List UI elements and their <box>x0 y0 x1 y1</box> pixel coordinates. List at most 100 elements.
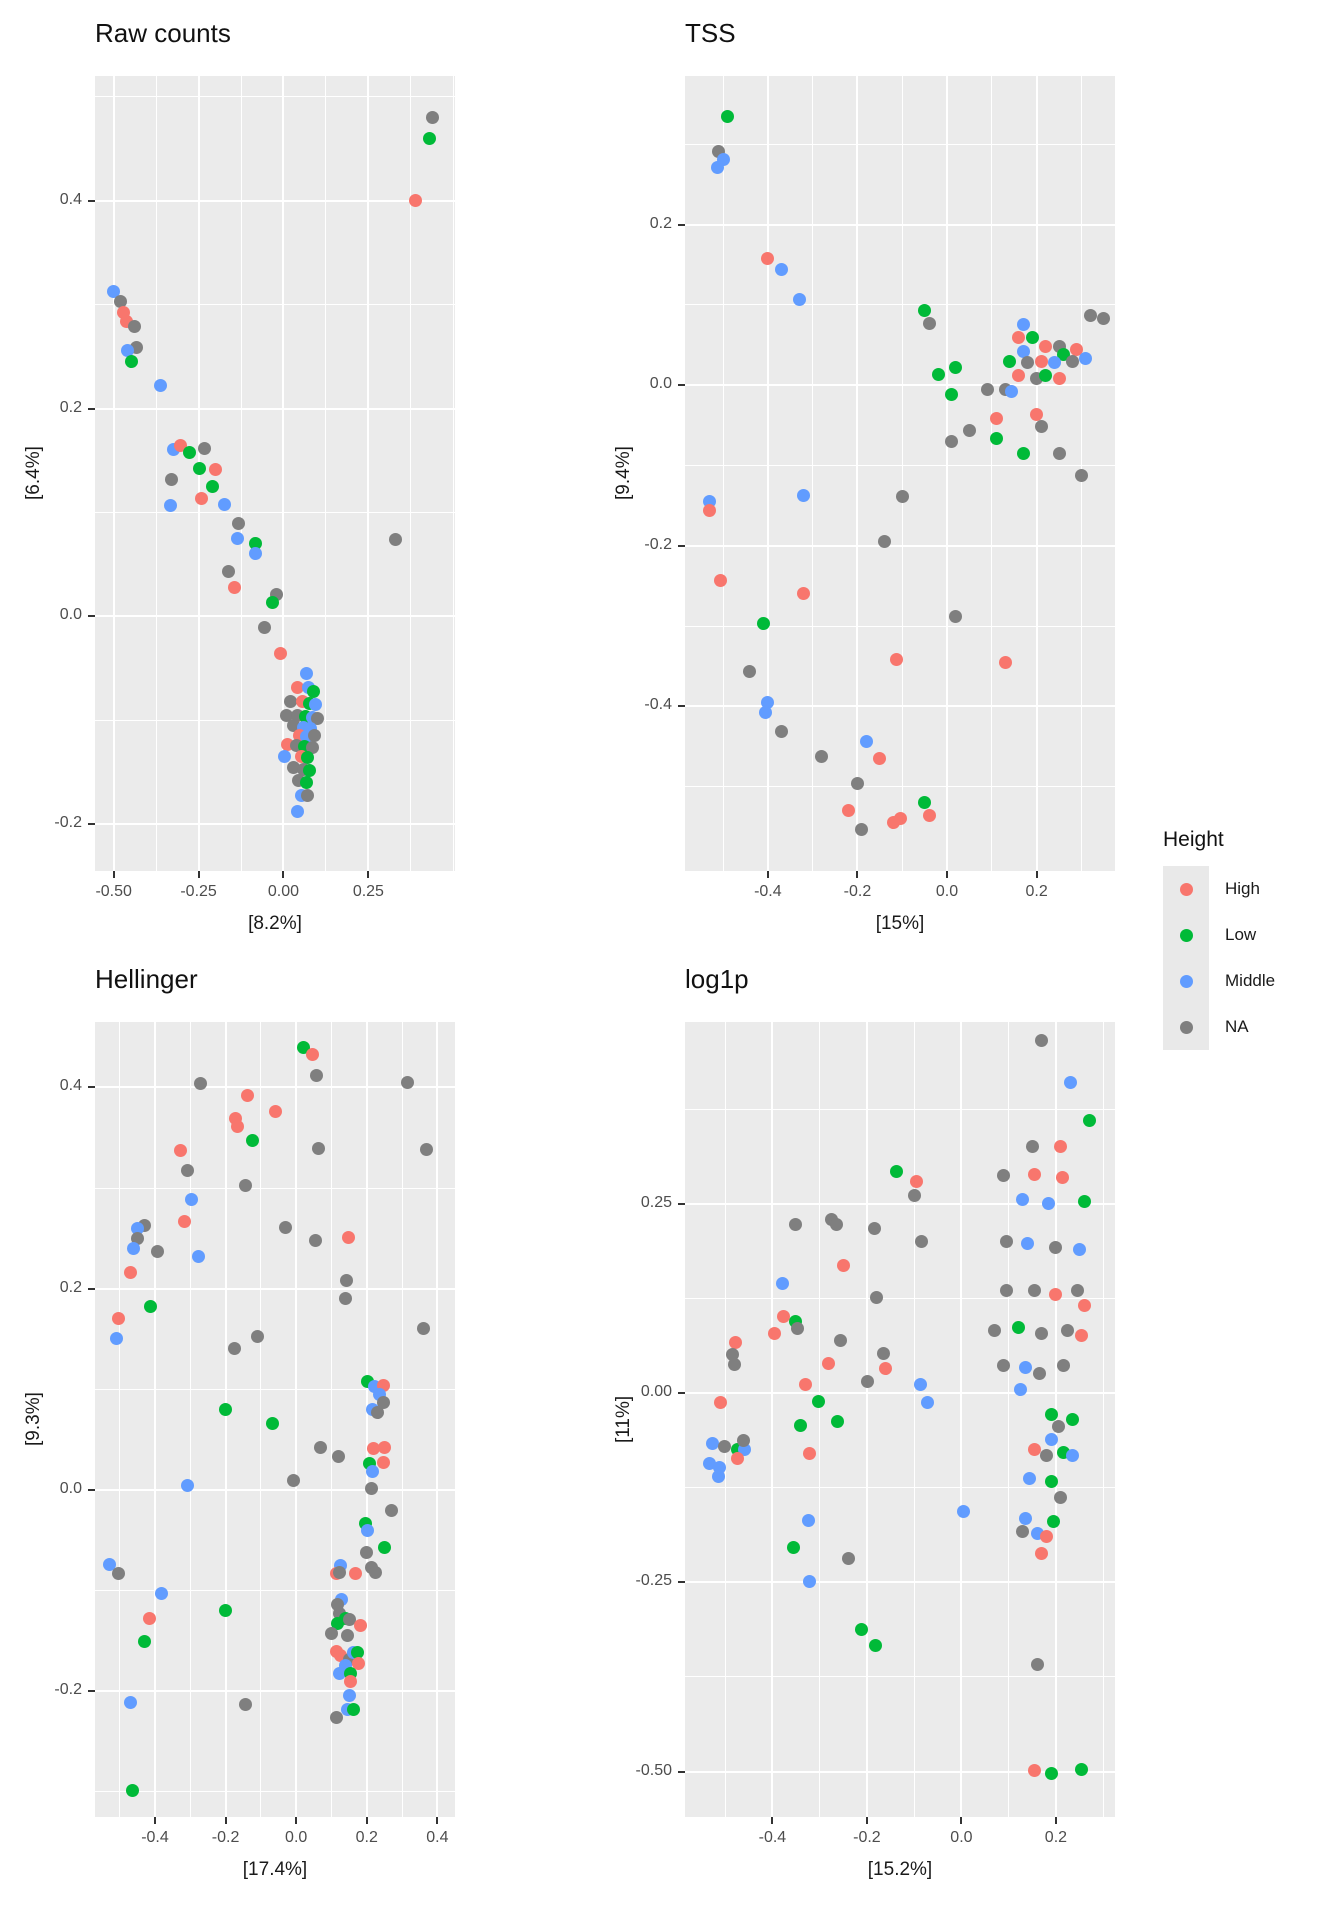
data-point <box>1003 354 1017 368</box>
data-point <box>1054 1140 1068 1154</box>
data-point <box>1025 1140 1039 1154</box>
data-point <box>703 503 717 517</box>
legend-dot-icon <box>1179 1020 1193 1034</box>
data-point <box>426 111 440 125</box>
data-point <box>206 479 220 493</box>
y-major-gridline <box>685 544 1115 547</box>
data-point <box>1039 1449 1053 1463</box>
y-minor-gridline <box>95 1388 455 1390</box>
data-point <box>922 809 936 823</box>
data-point <box>1077 1194 1091 1208</box>
x-tick-label: 0.0 <box>285 1829 308 1846</box>
data-point <box>797 488 811 502</box>
data-point <box>1030 407 1044 421</box>
legend-label: NA <box>1225 1017 1249 1036</box>
data-point <box>300 776 314 790</box>
data-point <box>945 387 958 401</box>
data-point <box>246 1134 260 1148</box>
data-point <box>185 1192 199 1206</box>
data-point <box>768 1327 782 1341</box>
data-point <box>989 431 1003 445</box>
data-point <box>877 1347 891 1361</box>
data-point <box>1012 369 1026 383</box>
x-tick-mark <box>436 1817 439 1824</box>
plot-area-log1p <box>685 1022 1115 1817</box>
data-point <box>997 1169 1011 1183</box>
x-axis-title-hellinger: [17.4%] <box>242 1859 308 1880</box>
data-point <box>241 1088 255 1102</box>
data-point <box>266 596 280 610</box>
data-point <box>143 1300 157 1314</box>
data-point <box>1016 344 1030 358</box>
data-point <box>989 412 1003 426</box>
legend-key-na <box>1163 1004 1209 1050</box>
data-point <box>703 1456 717 1470</box>
data-point <box>1055 1170 1069 1184</box>
data-point <box>893 812 907 826</box>
data-point <box>349 1566 363 1580</box>
data-point <box>1039 369 1053 383</box>
data-point <box>353 1619 367 1633</box>
x-tick-mark <box>865 1817 868 1824</box>
data-point <box>344 1674 358 1688</box>
x-tick-mark <box>766 871 769 878</box>
data-point <box>777 1310 791 1324</box>
data-point <box>309 698 323 712</box>
x-tick-label: -0.25 <box>180 883 217 900</box>
y-tick-mark <box>678 705 685 708</box>
data-point <box>130 1231 144 1245</box>
data-point <box>250 1330 264 1344</box>
data-point <box>1047 1515 1061 1529</box>
x-major-gridline <box>365 1022 368 1817</box>
data-point <box>287 760 301 774</box>
y-tick-label: 0.2 <box>59 398 82 416</box>
y-tick-label: 0.4 <box>59 1077 82 1095</box>
data-point <box>180 1164 194 1178</box>
data-point <box>790 1322 804 1336</box>
data-point <box>303 763 317 777</box>
data-point <box>178 1214 192 1228</box>
data-point <box>999 1284 1013 1298</box>
x-minor-gridline <box>155 76 157 871</box>
x-major-gridline <box>436 1022 439 1817</box>
data-point <box>803 1447 817 1461</box>
data-point <box>841 1552 855 1566</box>
data-point <box>736 1434 750 1448</box>
data-point <box>1030 1658 1044 1672</box>
data-point <box>714 1395 728 1409</box>
x-tick-label: -0.4 <box>758 1829 787 1846</box>
y-tick-label: -0.50 <box>635 1761 672 1779</box>
data-point <box>300 788 314 802</box>
data-point <box>988 1324 1001 1338</box>
x-tick-mark <box>282 871 285 878</box>
y-tick-label: 0.0 <box>649 375 672 393</box>
x-minor-gridline <box>991 76 993 871</box>
data-point <box>1028 1284 1042 1298</box>
data-point <box>797 586 811 600</box>
data-point <box>1016 1525 1030 1539</box>
data-point <box>268 1105 282 1119</box>
x-tick-label: -0.2 <box>853 1829 881 1846</box>
data-point <box>193 462 207 476</box>
x-tick-label: -0.4 <box>754 883 782 900</box>
data-point <box>756 617 770 631</box>
data-point <box>1021 356 1035 370</box>
data-point <box>714 573 728 587</box>
data-point <box>721 109 735 123</box>
y-major-gridline <box>685 705 1115 708</box>
x-tick-label: 0.0 <box>950 1829 973 1846</box>
data-point <box>102 1557 116 1571</box>
x-tick-mark <box>946 871 949 878</box>
data-point <box>1035 1547 1049 1560</box>
y-major-gridline <box>685 223 1115 226</box>
y-minor-gridline <box>685 1676 1115 1678</box>
data-point <box>1044 1407 1058 1421</box>
data-point <box>962 423 976 437</box>
data-point <box>239 1697 253 1711</box>
x-major-gridline <box>865 1022 868 1817</box>
data-point <box>1049 1241 1063 1255</box>
y-minor-gridline <box>685 304 1115 306</box>
data-point <box>895 490 909 504</box>
y-minor-gridline <box>95 304 455 306</box>
x-tick-label: 0.2 <box>1044 1829 1068 1846</box>
